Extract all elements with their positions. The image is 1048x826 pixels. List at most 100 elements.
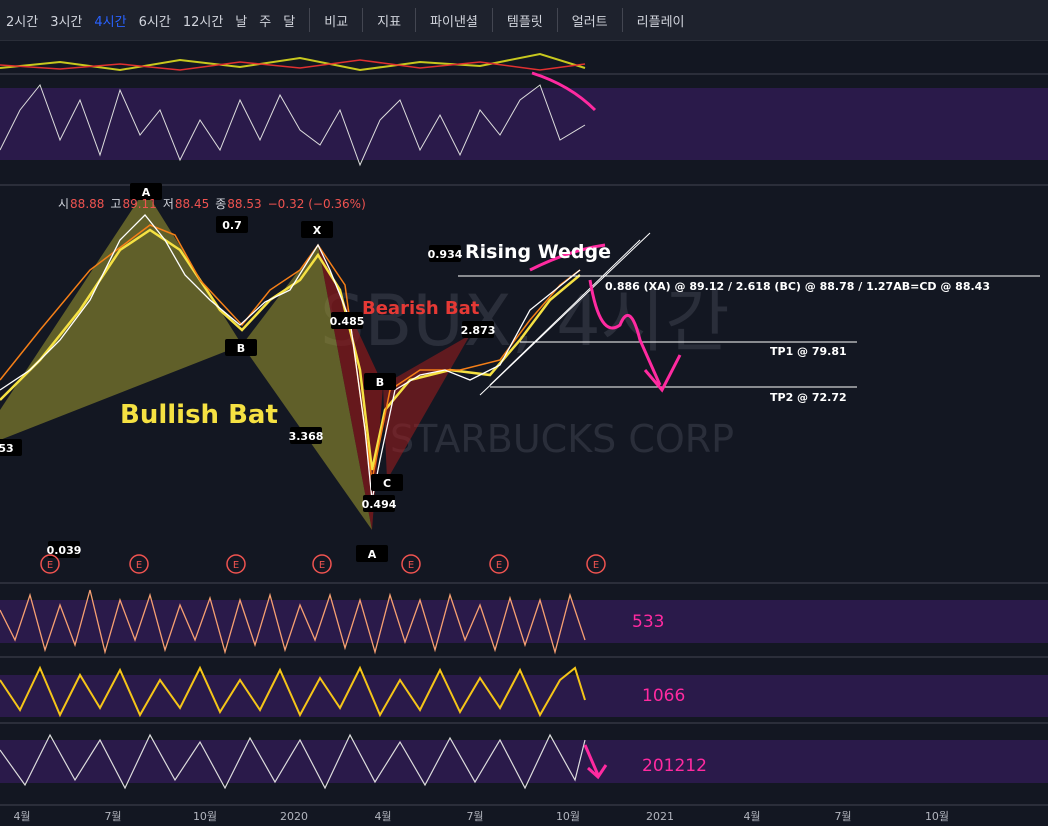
toolbar-button[interactable]: 6시간 (138, 14, 171, 30)
point-box (462, 321, 494, 338)
pattern-label: Bearish Bat (362, 298, 480, 319)
point-label: C (383, 477, 391, 490)
earnings-marker (40, 554, 60, 574)
ohlc-text: 88.88 (70, 197, 104, 211)
point-box (216, 216, 248, 233)
ohlc-text: 88.53 (227, 197, 261, 211)
point-label: B (237, 342, 245, 355)
ohlc-legend: 시 88.88 고 89.11 저 88.45 종 88.53 −0.32 (−0.36%) (58, 197, 366, 211)
point-label: 0.7 (222, 219, 242, 232)
x-tick-label: 10월 (925, 810, 949, 823)
toolbar-button (491, 8, 493, 32)
tp-text: TP1 @ 79.81 (770, 345, 847, 358)
ma-line (0, 224, 581, 481)
watermark-symbol: SBUX, 4시간 (320, 280, 729, 362)
point-box (130, 183, 162, 200)
point-box (331, 312, 363, 329)
toolbar-button[interactable]: 얼러트 (571, 14, 608, 30)
earnings-label: E (233, 560, 239, 571)
bullish-bat-shape (242, 245, 372, 530)
watermark-name: STARBUCKS CORP (390, 417, 734, 461)
point-box (301, 221, 333, 238)
rsi-line (0, 83, 586, 167)
chart: SBUX, 4시간 STARBUCKS CORP Bullish Bat Bea… (0, 52, 1048, 823)
x-tick-label: 7월 (466, 810, 483, 823)
earnings-marker (586, 554, 606, 574)
osc-band (0, 740, 1048, 783)
x-tick-label: 2020 (280, 810, 308, 823)
earnings-label: E (47, 560, 53, 571)
point-box (0, 439, 22, 456)
toolbar-button[interactable]: 날 (235, 14, 248, 30)
toolbar-button[interactable]: 파이낸셜 (430, 14, 478, 30)
ohlc-text: 89.11 (122, 197, 156, 211)
toolbar-button (309, 8, 311, 32)
panel-note: 201212 (642, 756, 707, 776)
pink-arrow (588, 279, 682, 393)
pink-mark (529, 243, 606, 272)
x-tick-label: 10월 (556, 810, 580, 823)
point-label: 3.368 (289, 430, 324, 443)
ohlc-text: 고 (110, 197, 121, 211)
point-label: 2.873 (461, 324, 496, 337)
osc-band (0, 675, 1048, 717)
ohlc-text: 종 (215, 197, 226, 211)
point-label: A (368, 548, 377, 561)
ma-line (0, 228, 581, 471)
point-label: 0.485 (330, 315, 365, 328)
toolbar-button[interactable]: 템플릿 (506, 14, 543, 30)
pattern-label: Rising Wedge (465, 241, 611, 263)
panel-note: 533 (632, 612, 664, 632)
pattern-label: Bullish Bat (120, 400, 278, 430)
point-label: B (376, 376, 384, 389)
x-tick-label: 7월 (834, 810, 851, 823)
indicator-line (0, 59, 586, 71)
rsi-band (0, 88, 1048, 160)
x-tick-label: 7월 (104, 810, 121, 823)
toolbar-button (415, 8, 417, 32)
toolbar-button (621, 8, 623, 32)
indicator-line (0, 52, 586, 72)
toolbar-button (362, 8, 364, 32)
x-tick-label: 4월 (743, 810, 760, 823)
toolbar-button[interactable]: 2시간 (6, 14, 39, 30)
earnings-marker (489, 554, 509, 574)
ohlc-text: 저 (163, 197, 174, 211)
x-axis: 4월 7월 10월 2020 4월 7월 10월 2021 4월 7월 10월 (13, 810, 949, 823)
point-box (48, 541, 80, 558)
earnings-marker (401, 554, 421, 574)
point-label: 53 (0, 442, 14, 455)
x-tick-label: 2021 (646, 810, 674, 823)
earnings-label: E (408, 560, 414, 571)
wedge-line (479, 232, 651, 396)
x-tick-label: 4월 (13, 810, 30, 823)
toolbar-button[interactable]: 달 (283, 14, 296, 30)
point-box (356, 545, 388, 562)
earnings-marker (129, 554, 149, 574)
osc-line (0, 589, 586, 655)
price-line (0, 214, 581, 501)
earnings-marker (312, 554, 332, 574)
panel-note: 1066 (642, 686, 685, 706)
toolbar-button[interactable]: 주 (259, 14, 272, 30)
point-box (371, 474, 403, 491)
point-box (363, 495, 395, 512)
osc-line (0, 665, 586, 718)
target-text: 0.886 (XA) @ 89.12 / 2.618 (BC) @ 88.78 … (605, 280, 990, 293)
toolbar: 2시간 3시간 4시간 6시간 12시간 날 주 달 비교 지표 파이낸셜 템플릿 얼러트 리플레이 (0, 0, 1048, 41)
ohlc-text: 88.45 (175, 197, 209, 211)
earnings-label: E (136, 560, 142, 571)
pink-mark (531, 71, 597, 112)
toolbar-button[interactable]: 지표 (377, 14, 402, 30)
toolbar-button[interactable]: 4시간 (94, 14, 127, 30)
toolbar-button[interactable]: 리플레이 (636, 14, 685, 30)
toolbar-button[interactable]: 비교 (324, 14, 349, 30)
pink-arrow (583, 744, 608, 780)
point-box (225, 339, 257, 356)
toolbar-button[interactable]: 3시간 (50, 14, 83, 30)
ohlc-text: −0.32 (−0.36%) (268, 197, 366, 211)
toolbar-button (556, 8, 558, 32)
toolbar-button[interactable]: 12시간 (182, 14, 224, 30)
